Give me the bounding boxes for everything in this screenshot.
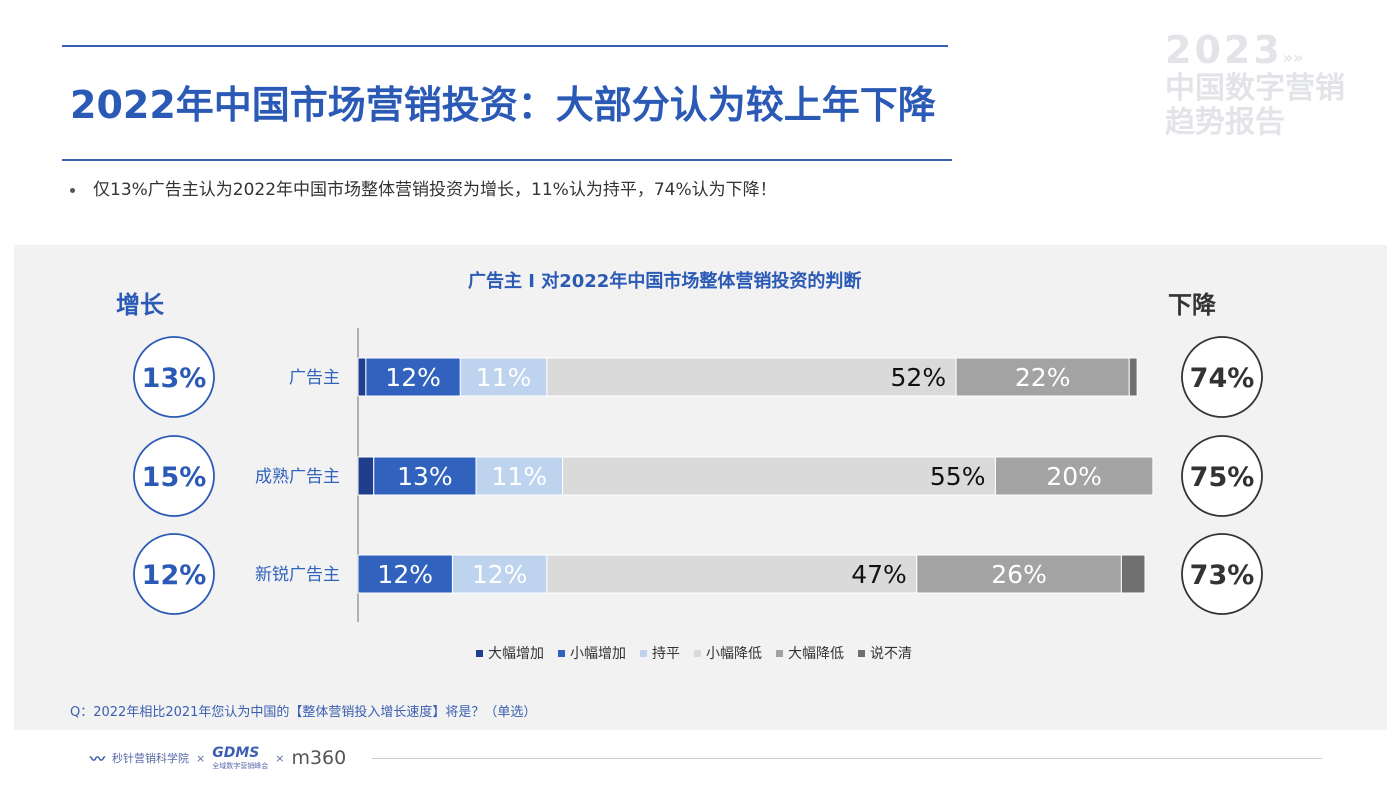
decrease-heading: 下降 (1168, 291, 1216, 319)
page-title: 2022年中国市场营销投资：大部分认为较上年下降 (70, 83, 936, 127)
bar-segment (546, 357, 957, 397)
footer-org1: 秒针营销科学院 (112, 752, 190, 765)
bar-segment (1120, 554, 1146, 594)
data-label: 55% (930, 462, 986, 491)
legend-swatch-icon (476, 649, 483, 657)
chart-legend: 大幅增加 小幅增加 持平 小幅降低 大幅降低 说不清 (476, 643, 912, 663)
summary-text: 仅13%广告主认为2022年中国市场整体营销投资为增长，11%认为持平，74%认… (93, 180, 777, 200)
legend-item: 小幅降低 (694, 643, 762, 663)
bar-segment (459, 357, 548, 397)
legend-label: 小幅降低 (706, 646, 762, 662)
data-label: 52% (891, 363, 947, 392)
legend-item: 大幅增加 (476, 643, 544, 663)
footer-times-1: × (196, 751, 206, 765)
legend-item: 小幅增加 (558, 643, 626, 663)
summary-bullet: 仅13%广告主认为2022年中国市场整体营销投资为增长，11%认为持平，74%认… (70, 175, 777, 200)
data-label: 22% (1015, 363, 1071, 392)
bar-segment (357, 456, 375, 496)
bar-segment (916, 554, 1122, 594)
decrease-total-circle (1181, 336, 1263, 418)
increase-total-circle (133, 336, 215, 418)
bar-segment (357, 357, 367, 397)
survey-question: Q：2022年相比2021年您认为中国的【整体营销投入增长速度】将是？（单选） (70, 705, 537, 720)
bar-segment (365, 357, 461, 397)
data-label: 13% (397, 462, 453, 491)
footer-times-2: × (275, 751, 285, 765)
gdms-text: GDMS (212, 745, 260, 761)
data-label: 11% (492, 462, 548, 491)
data-label: 20% (1046, 462, 1102, 491)
bar-segment (451, 554, 548, 594)
brand-line-1: 中国数字营销 (1165, 71, 1345, 106)
decrease-total-label: 74% (1190, 363, 1255, 394)
legend-swatch-icon (694, 649, 701, 657)
miaozhen-logo-icon: 〰 (90, 749, 106, 768)
header-bottom-rule (62, 159, 952, 161)
data-label: 12% (377, 560, 433, 589)
chart-title: 广告主 I 对2022年中国市场整体营销投资的判断 (468, 271, 862, 292)
increase-total-label: 12% (142, 560, 207, 591)
bar-segment (955, 357, 1130, 397)
increase-total-circle (133, 533, 215, 615)
bar-segment (373, 456, 477, 496)
data-label: 11% (476, 363, 532, 392)
legend-label: 小幅增加 (570, 646, 626, 662)
category-label: 广告主 (289, 368, 340, 388)
legend-swatch-icon (858, 649, 865, 657)
bullet-dot-icon (70, 187, 75, 193)
bar-segment (562, 456, 996, 496)
gdms-logo: GDMS 全域数字营销峰会 (212, 745, 268, 771)
report-brand-watermark: 2023»» 中国数字营销 趋势报告 (1165, 28, 1365, 140)
bar-segment (475, 456, 564, 496)
decrease-total-label: 75% (1190, 462, 1255, 493)
legend-label: 说不清 (870, 646, 912, 662)
bar-segment (1128, 357, 1138, 397)
bar-segment (994, 456, 1154, 496)
legend-swatch-icon (776, 649, 783, 657)
legend-label: 大幅降低 (788, 646, 844, 662)
brand-line-2: 趋势报告 (1165, 105, 1285, 140)
category-label: 成熟广告主 (255, 466, 340, 487)
legend-swatch-icon (558, 649, 565, 657)
increase-total-label: 13% (142, 363, 207, 394)
bar-segment (357, 554, 453, 594)
legend-item: 说不清 (858, 643, 912, 663)
footer-logos: 〰 秒针营销科学院 × GDMS 全域数字营销峰会 × m360 (90, 745, 346, 771)
legend-item: 大幅降低 (776, 643, 844, 663)
data-label: 26% (991, 560, 1047, 589)
legend-label: 大幅增加 (488, 646, 544, 662)
data-label: 47% (851, 560, 907, 589)
bar-segment (546, 554, 918, 594)
gdms-subtitle: 全域数字营销峰会 (212, 762, 269, 770)
legend-label: 持平 (652, 646, 680, 662)
decrease-total-circle (1181, 435, 1263, 517)
increase-total-label: 15% (142, 462, 207, 493)
m360-logo: m360 (291, 747, 347, 769)
legend-swatch-icon (640, 649, 647, 657)
decrease-total-circle (1181, 533, 1263, 615)
header-top-rule (62, 45, 948, 47)
increase-total-circle (133, 435, 215, 517)
legend-item: 持平 (640, 643, 680, 663)
increase-heading: 增长 (116, 291, 164, 319)
footer-rule (372, 758, 1322, 759)
brand-year: 2023»» (1165, 28, 1304, 72)
category-label: 新锐广告主 (255, 565, 340, 585)
data-label: 12% (385, 363, 441, 392)
data-label: 12% (472, 560, 528, 589)
brand-arrows-icon: »» (1282, 48, 1304, 67)
decrease-total-label: 73% (1190, 560, 1255, 591)
